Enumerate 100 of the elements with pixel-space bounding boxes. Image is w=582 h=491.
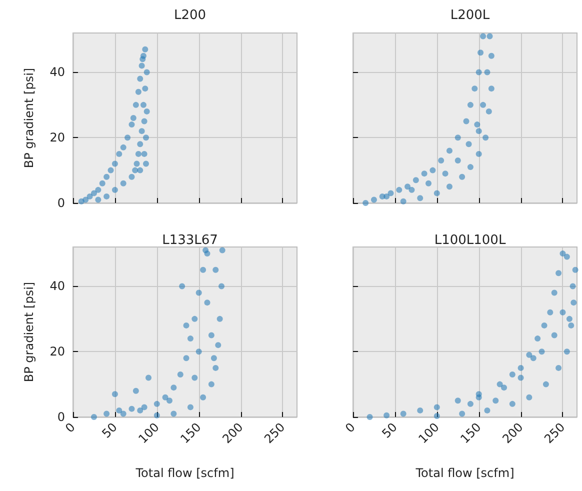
y-tick-label: 40: [50, 65, 65, 80]
point: [132, 388, 139, 394]
point: [212, 266, 219, 273]
point: [388, 190, 394, 196]
point: [454, 158, 461, 164]
point: [192, 374, 198, 381]
point: [200, 394, 206, 400]
point: [192, 316, 198, 322]
point: [526, 394, 532, 400]
point: [459, 174, 466, 180]
point: [530, 355, 536, 362]
point: [484, 407, 490, 414]
point: [556, 270, 562, 276]
point: [95, 186, 102, 193]
point: [116, 150, 122, 157]
point: [474, 122, 480, 128]
point: [438, 158, 444, 164]
point: [141, 404, 148, 410]
point: [212, 364, 219, 371]
point: [518, 374, 524, 381]
point: [132, 102, 139, 108]
x-axis-title: Total flow [scfm]: [414, 466, 514, 480]
point: [434, 404, 440, 410]
point: [421, 170, 428, 177]
point: [141, 150, 148, 157]
point: [99, 180, 106, 186]
point: [218, 283, 224, 290]
point: [488, 52, 494, 59]
point: [482, 134, 489, 141]
point: [551, 290, 558, 296]
point: [538, 348, 545, 355]
point: [412, 177, 419, 184]
point: [142, 86, 148, 92]
point: [417, 407, 424, 414]
point: [466, 141, 472, 148]
point: [362, 200, 369, 206]
point: [154, 400, 160, 407]
x-tick-label: 50: [99, 420, 120, 441]
point: [208, 332, 214, 338]
point: [384, 193, 390, 200]
point: [215, 342, 222, 348]
point: [144, 69, 150, 76]
point: [177, 372, 184, 378]
point: [486, 33, 493, 40]
point: [90, 414, 97, 420]
point: [196, 348, 202, 355]
point: [430, 167, 436, 174]
point: [446, 184, 452, 190]
point: [137, 167, 144, 174]
point: [570, 300, 577, 306]
point: [486, 108, 492, 114]
point: [400, 410, 406, 417]
point: [141, 118, 148, 124]
point: [138, 62, 145, 69]
point: [135, 150, 142, 157]
point: [496, 381, 503, 388]
point: [132, 167, 138, 174]
point: [116, 407, 122, 414]
point: [210, 355, 217, 362]
chart-title: L200L: [450, 8, 490, 23]
point: [564, 254, 570, 260]
point: [434, 190, 440, 196]
point: [467, 400, 474, 407]
x-tick-label: 250: [542, 420, 568, 446]
point: [400, 198, 406, 204]
point: [128, 406, 135, 412]
point: [112, 160, 118, 167]
point: [476, 150, 482, 157]
y-axis-title: BP gradient [psi]: [22, 282, 36, 382]
chart-title: L200: [174, 8, 206, 23]
point: [120, 144, 126, 150]
point: [541, 322, 548, 328]
x-tick-label: 100: [416, 420, 442, 446]
x-tick-label: 150: [178, 420, 204, 446]
point: [108, 167, 114, 174]
x-tick-label: 200: [220, 420, 246, 446]
point: [183, 322, 190, 328]
point: [404, 184, 411, 190]
point: [196, 290, 202, 296]
point: [454, 398, 461, 404]
point: [472, 86, 478, 92]
point: [551, 332, 558, 338]
point: [200, 266, 206, 273]
point: [187, 336, 194, 342]
x-tick-label: 50: [379, 420, 400, 441]
point: [204, 250, 210, 257]
point: [144, 108, 150, 114]
point: [216, 316, 223, 322]
point: [124, 134, 131, 141]
point: [112, 186, 118, 193]
point: [426, 180, 432, 186]
point: [130, 115, 136, 121]
point: [95, 196, 102, 203]
y-tick-label: 20: [50, 130, 65, 145]
x-axis-title: Total flow [scfm]: [134, 466, 234, 480]
point: [572, 266, 578, 273]
y-tick-label: 40: [50, 279, 65, 294]
point: [138, 128, 145, 134]
point: [509, 400, 516, 407]
point: [459, 410, 466, 417]
